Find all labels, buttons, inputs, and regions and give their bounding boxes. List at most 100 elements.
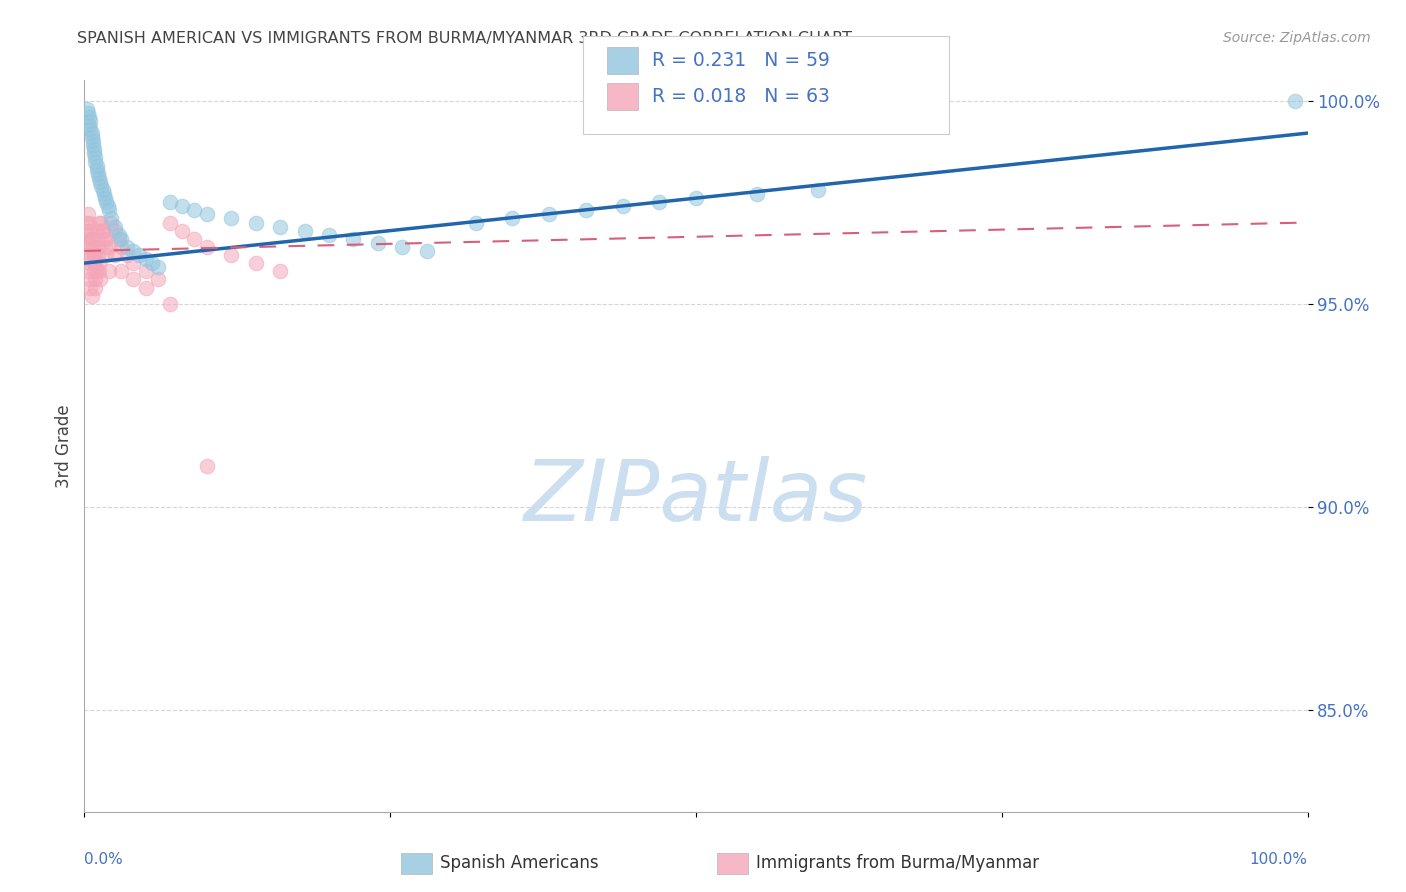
Point (245, 256, 267, 270)
Point (83, 248, 105, 262)
Point (77, 110, 100, 124)
Point (245, 215, 267, 229)
Point (97, 203, 120, 218)
Point (115, 240, 138, 254)
Point (79, 122, 101, 136)
Text: Immigrants from Burma/Myanmar: Immigrants from Burma/Myanmar (756, 855, 1039, 872)
Point (83, 264, 105, 278)
Point (100, 215, 122, 229)
Point (141, 256, 163, 270)
Point (96, 248, 118, 262)
Point (84, 280, 107, 294)
Point (86, 232, 108, 246)
Text: 0.0%: 0.0% (84, 852, 124, 867)
Point (135, 264, 157, 278)
Point (391, 240, 413, 254)
Point (82, 240, 104, 254)
Point (82, 138, 104, 153)
Point (84, 154, 107, 169)
Point (80, 232, 103, 246)
Point (538, 207, 561, 221)
Point (86, 162, 108, 177)
Point (110, 240, 132, 254)
Point (76, 102, 98, 116)
Point (172, 199, 194, 213)
Point (87, 170, 110, 185)
Point (80, 130, 103, 145)
Point (502, 211, 524, 226)
Text: Spanish Americans: Spanish Americans (440, 855, 599, 872)
Point (115, 248, 138, 262)
Point (96, 232, 118, 246)
Point (183, 203, 205, 218)
Point (104, 248, 127, 262)
Point (82, 134, 104, 148)
Point (75, 215, 97, 229)
Point (76, 232, 98, 246)
Point (90, 215, 112, 229)
Point (269, 264, 291, 278)
Point (79, 114, 101, 128)
Point (122, 256, 145, 270)
Point (94, 191, 117, 205)
Point (87, 215, 110, 229)
Point (77, 215, 100, 229)
Point (82, 248, 104, 262)
Point (87, 264, 110, 278)
Point (122, 272, 145, 286)
Point (77, 248, 100, 262)
Point (83, 146, 105, 161)
Point (80, 126, 103, 140)
Point (183, 232, 205, 246)
Point (648, 195, 671, 210)
Point (86, 264, 108, 278)
Point (89, 175, 111, 189)
Point (464, 215, 486, 229)
Point (172, 224, 194, 238)
Point (76, 224, 98, 238)
Point (107, 232, 129, 246)
Y-axis label: 3rd Grade: 3rd Grade (55, 404, 73, 488)
Point (96, 195, 118, 210)
Point (90, 178, 112, 193)
Point (146, 272, 169, 286)
Point (91, 183, 114, 197)
Point (77, 105, 100, 120)
Text: R = 0.018   N = 63: R = 0.018 N = 63 (652, 87, 831, 106)
Point (79, 272, 101, 286)
Point (104, 224, 127, 238)
Point (367, 235, 389, 250)
Point (77, 118, 100, 132)
Point (89, 272, 111, 286)
Text: 100.0%: 100.0% (1250, 852, 1308, 867)
Point (159, 215, 181, 229)
Point (1284, 94, 1306, 108)
Point (104, 219, 127, 234)
Point (94, 240, 117, 254)
Point (122, 244, 145, 258)
Point (195, 240, 218, 254)
Point (416, 244, 439, 258)
Point (80, 288, 103, 302)
Text: R = 0.231   N = 59: R = 0.231 N = 59 (652, 51, 831, 70)
Point (87, 240, 110, 254)
Point (84, 272, 107, 286)
Point (80, 232, 103, 246)
Point (91, 224, 114, 238)
Point (195, 207, 218, 221)
Point (77, 207, 100, 221)
Point (318, 227, 340, 242)
Point (84, 256, 107, 270)
Point (575, 203, 598, 218)
Point (86, 159, 108, 173)
Point (97, 240, 120, 254)
Point (685, 191, 707, 205)
Point (146, 260, 169, 275)
Point (159, 195, 181, 210)
Point (77, 264, 100, 278)
Point (110, 264, 132, 278)
Point (219, 211, 242, 226)
Point (612, 199, 634, 213)
Point (86, 224, 108, 238)
Point (93, 232, 115, 246)
